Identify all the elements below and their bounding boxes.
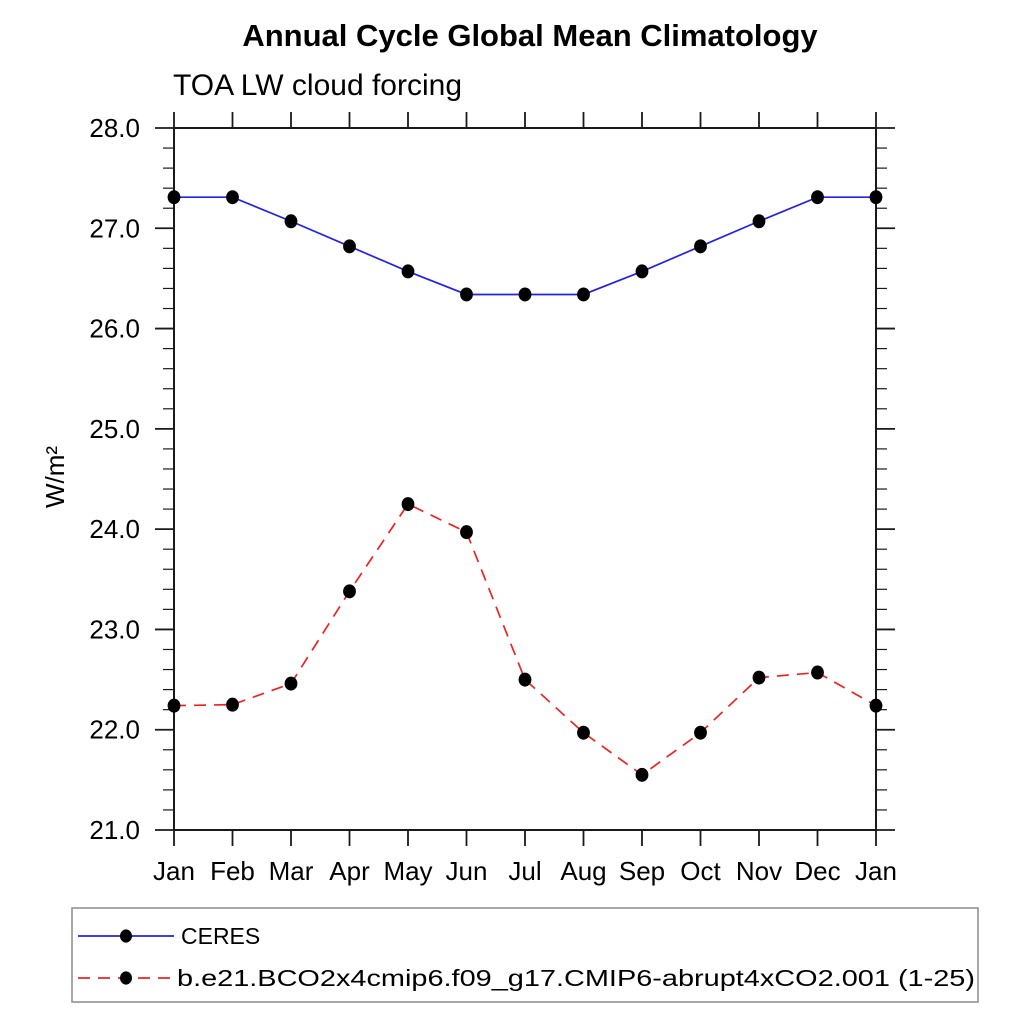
chart-title: Annual Cycle Global Mean Climatology [242,18,818,53]
legend-label-ceres: CERES [181,923,260,949]
x-tick-label: Nov [736,856,782,886]
data-point-marker [460,525,473,540]
x-tick-label: May [383,856,432,886]
x-tick-label: Oct [680,856,721,886]
axis-ticks: 21.0 22.0 23.0 24.0 25.0 26.0 27.0 28.0 Jan Feb Ma… [89,112,897,886]
data-point-marker [635,264,649,279]
x-tick-label: Aug [560,856,606,886]
data-point-marker [167,190,181,205]
data-point-marker [167,698,181,713]
y-tick-label: 24.0 [89,514,140,544]
data-point-marker [869,698,883,713]
data-point-marker [284,214,298,229]
data-point-marker [694,239,707,254]
data-point-marker [343,584,356,599]
data-point-marker [460,287,473,302]
data-point-marker [869,190,883,205]
legend-marker-ceres [120,929,132,943]
data-point-marker [401,264,415,279]
data-point-marker [635,767,649,782]
x-tick-label: Apr [329,856,370,886]
y-axis-label: W/m² [40,446,70,508]
data-point-marker [752,670,766,685]
series-line-model [173,502,877,776]
data-point-marker [811,190,824,205]
y-tick-label: 22.0 [89,715,140,745]
x-tick-label: Jan [153,856,195,886]
legend-box [71,907,979,1003]
x-tick-label: Jan [855,856,897,886]
data-point-marker [577,725,590,740]
legend: CERES b.e21.BCO2x4cmip6.f09_g17.CMIP6-ab… [71,907,979,1003]
data-series [167,190,883,782]
data-point-marker [518,672,532,687]
x-tick-label: Jul [508,856,541,886]
y-tick-label: 28.0 [89,113,140,143]
data-point-marker [284,676,298,691]
data-point-marker [577,287,590,302]
x-tick-label: Jun [446,856,488,886]
y-tick-label: 21.0 [89,815,140,845]
legend-marker-model [120,971,132,985]
x-tick-label: Feb [210,856,255,886]
chart-subtitle: TOA LW cloud forcing [173,69,462,102]
y-tick-label: 25.0 [89,414,140,444]
data-point-marker [226,697,239,712]
x-tick-label: Dec [794,856,840,886]
plot-frame [173,127,877,831]
y-tick-label: 26.0 [89,314,140,344]
x-tick-label: Sep [619,856,665,886]
data-point-marker [518,287,532,302]
data-point-marker [694,725,707,740]
data-point-marker [343,239,356,254]
data-point-marker [226,190,239,205]
data-point-marker [401,497,415,512]
legend-label-model: b.e21.BCO2x4cmip6.f09_g17.CMIP6-abrupt4x… [177,965,975,991]
y-tick-label: 23.0 [89,614,140,644]
data-point-marker [752,214,766,229]
data-point-marker [811,665,824,680]
x-tick-label: Mar [269,856,314,886]
y-tick-label: 27.0 [89,213,140,243]
series-line-ceres [174,196,876,296]
